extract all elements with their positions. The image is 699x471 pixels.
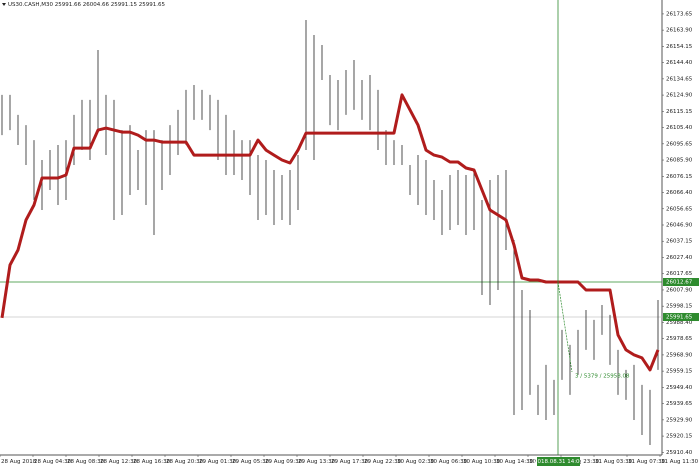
x-tick-label: 30 Aug 02:30 — [397, 459, 435, 465]
y-tick-label: 26144.40 — [666, 60, 693, 66]
y-tick-label: 25929.90 — [666, 417, 693, 423]
y-tick-label: 26134.65 — [666, 76, 693, 82]
x-tick-label: 30 Aug 06:30 — [430, 459, 468, 465]
x-tick-label: 30 Aug 14:30 — [496, 459, 534, 465]
x-tick-label: 31 Aug 23:30 — [562, 459, 600, 465]
x-tick-label: 29 Aug 13:30 — [298, 459, 336, 465]
menu-triangle[interactable] — [2, 3, 6, 6]
y-tick-label: 26046.90 — [666, 223, 693, 229]
x-tick-label: 31 Aug 07:30 — [628, 459, 666, 465]
y-tick-label: 25910.40 — [666, 450, 693, 456]
y-tick-label: 26163.90 — [666, 28, 693, 34]
y-tick-label: 25968.90 — [666, 352, 693, 358]
x-tick-label: 29 Aug 17:30 — [331, 459, 369, 465]
y-tick-label: 26056.65 — [666, 206, 693, 212]
y-tick-label: 26066.40 — [666, 190, 693, 196]
x-tick-label: 31 Aug 03:30 — [595, 459, 633, 465]
y-tick-label: 25959.15 — [666, 369, 693, 375]
x-tick-label: 31 Aug 11:30 — [661, 459, 699, 465]
x-tick-label: 28 Aug 12:30 — [100, 459, 138, 465]
y-tick-label: 26076.15 — [666, 174, 693, 180]
y-tick-label: 25920.15 — [666, 434, 693, 440]
y-tick-label: 26085.90 — [666, 158, 693, 164]
y-tick-label: 26124.90 — [666, 93, 693, 99]
crosshair-time-box — [537, 457, 580, 466]
price-label-box — [663, 278, 699, 287]
y-tick-label: 25978.65 — [666, 336, 693, 342]
y-tick-label: 26173.65 — [666, 11, 693, 17]
price-label: 25991.65 — [666, 315, 693, 321]
x-tick-label: 29 Aug 09:30 — [265, 459, 303, 465]
y-tick-label: 26105.40 — [666, 125, 693, 131]
price-label-box — [663, 313, 699, 322]
chart-title: US30.CASH,M30 25991.66 26004.66 25991.15… — [8, 2, 165, 8]
x-tick-label: 28 Aug 04:30 — [34, 459, 72, 465]
y-tick-label: 26027.40 — [666, 255, 693, 261]
y-tick-label: 25949.40 — [666, 385, 693, 391]
cursor-info: 3 / 5379 / 25958.08 — [575, 374, 630, 380]
y-tick-label: 25998.15 — [666, 304, 693, 310]
y-tick-label: 25988.40 — [666, 320, 693, 326]
measure-line — [557, 281, 573, 373]
x-tick-label: 28 Aug 20:30 — [166, 459, 204, 465]
x-tick-label: 28 Aug 16:30 — [133, 459, 171, 465]
x-tick-label: 28 Aug 08:30 — [67, 459, 105, 465]
indicator-line — [0, 93, 660, 372]
crosshair-time: 2018.08.31 14:00 — [534, 459, 584, 465]
y-tick-label: 26007.90 — [666, 287, 693, 293]
x-tick-label: 30 Aug 10:30 — [463, 459, 501, 465]
x-tick-label: 28 Aug 2018 — [1, 459, 37, 465]
x-tick-label: 29 Aug 01:30 — [199, 459, 237, 465]
y-tick-label: 25939.65 — [666, 401, 693, 407]
y-tick-label: 26154.15 — [666, 44, 693, 50]
y-tick-label: 26017.65 — [666, 271, 693, 277]
y-tick-label: 26115.15 — [666, 109, 693, 115]
price-label: 26012.67 — [666, 280, 693, 286]
x-tick-label: 29 Aug 22:30 — [364, 459, 402, 465]
x-tick-label: 29 Aug 05:30 — [232, 459, 270, 465]
y-tick-label: 26037.15 — [666, 239, 693, 245]
y-tick-label: 26095.65 — [666, 141, 693, 147]
